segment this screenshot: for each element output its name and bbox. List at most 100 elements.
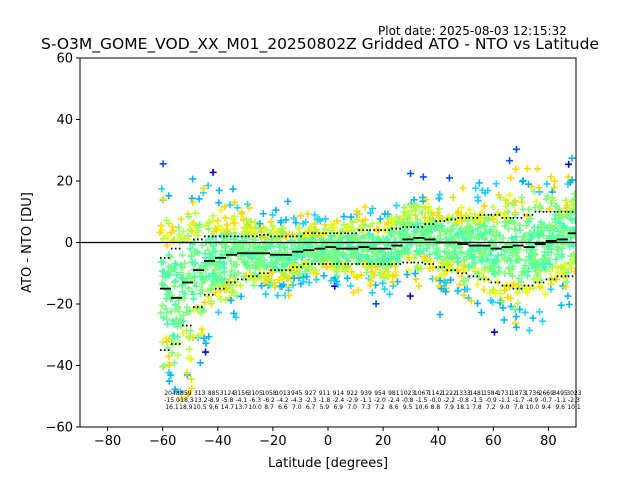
data-point <box>165 377 173 385</box>
data-point <box>274 227 282 235</box>
data-point <box>221 214 229 222</box>
data-point <box>531 204 539 212</box>
data-point <box>185 270 193 278</box>
data-point <box>201 277 209 285</box>
data-point <box>170 359 178 367</box>
data-point <box>465 229 473 237</box>
data-point <box>545 205 553 213</box>
data-point <box>289 281 297 289</box>
bin-count-label: 7.8 <box>514 404 524 411</box>
bin-count-label: 9.0 <box>500 404 510 411</box>
data-point <box>311 220 319 228</box>
data-point <box>156 228 164 236</box>
data-point <box>454 286 462 294</box>
data-point <box>192 209 200 217</box>
data-point <box>232 313 240 321</box>
data-point <box>465 263 473 271</box>
data-point <box>333 277 341 285</box>
data-point <box>551 177 559 185</box>
data-point <box>524 180 532 188</box>
data-point <box>506 270 514 278</box>
data-point <box>443 253 451 261</box>
data-point <box>435 205 443 213</box>
data-point <box>495 264 503 272</box>
data-point <box>262 263 270 271</box>
data-point <box>158 185 166 193</box>
data-point <box>230 225 238 233</box>
x-tick-label: −60 <box>149 434 176 449</box>
data-point <box>213 275 221 283</box>
data-point <box>433 244 441 252</box>
data-point <box>535 184 543 192</box>
data-point <box>227 258 235 266</box>
data-point <box>313 216 321 224</box>
bin-count-label: -1.1 <box>499 397 511 404</box>
data-point <box>419 247 427 255</box>
bin-count-label: 3105 <box>248 390 263 397</box>
data-point <box>562 224 570 232</box>
data-point <box>329 220 337 228</box>
chart-title: S-O3M_GOME_VOD_XX_M01_20250802Z Gridded … <box>40 35 599 53</box>
bin-count-label: 6.6 <box>278 404 288 411</box>
bin-count-label: 1736 <box>525 390 540 397</box>
data-point <box>445 234 453 242</box>
data-point <box>481 264 489 272</box>
bin-count-label: 10.6 <box>415 404 429 411</box>
data-point <box>301 267 309 275</box>
data-point <box>546 260 554 268</box>
data-point <box>428 226 436 234</box>
bin-count-label: -2.9 <box>346 397 358 404</box>
data-point <box>445 212 453 220</box>
data-point <box>539 221 547 229</box>
data-point <box>372 300 380 308</box>
data-point <box>215 186 223 194</box>
data-point <box>510 280 518 288</box>
data-point <box>419 173 427 181</box>
data-point <box>393 202 401 210</box>
data-point <box>160 362 168 370</box>
data-point <box>516 226 524 234</box>
y-tick-label: 0 <box>65 236 73 251</box>
data-point <box>534 277 542 285</box>
data-point <box>382 235 390 243</box>
data-point <box>419 193 427 201</box>
data-point <box>519 177 527 185</box>
data-point <box>285 292 293 300</box>
data-point <box>570 253 576 261</box>
data-point <box>512 165 520 173</box>
data-point <box>511 197 519 205</box>
data-point <box>196 309 204 317</box>
data-point <box>466 213 474 221</box>
data-point <box>389 278 397 286</box>
data-point <box>209 168 217 176</box>
data-point <box>480 286 488 294</box>
bin-count-label: -0.7 <box>540 397 552 404</box>
data-point <box>557 207 565 215</box>
data-point <box>425 229 433 237</box>
data-point <box>389 272 397 280</box>
data-point <box>282 231 289 239</box>
data-point <box>410 228 418 236</box>
data-point <box>506 191 514 199</box>
data-point <box>262 290 270 298</box>
data-point <box>523 289 531 297</box>
bin-count-label: -13.2 <box>192 397 208 404</box>
x-axis-label: Latitude [degrees] <box>268 456 388 471</box>
data-point <box>547 199 555 207</box>
bin-count-label: 6.9 <box>334 404 344 411</box>
bin-count-label: -0.8 <box>402 397 414 404</box>
bin-count-label: -2.4 <box>388 397 400 404</box>
data-point <box>228 267 236 275</box>
bin-count-label: -1.8 <box>319 397 331 404</box>
data-point <box>511 209 519 217</box>
data-point <box>571 190 576 198</box>
data-point <box>502 196 510 204</box>
data-point <box>412 222 420 230</box>
data-point <box>214 308 222 316</box>
data-point <box>386 290 394 298</box>
data-point <box>537 276 545 284</box>
data-point <box>308 264 316 272</box>
data-point <box>212 238 220 246</box>
data-point <box>438 285 446 293</box>
data-point <box>376 215 384 223</box>
